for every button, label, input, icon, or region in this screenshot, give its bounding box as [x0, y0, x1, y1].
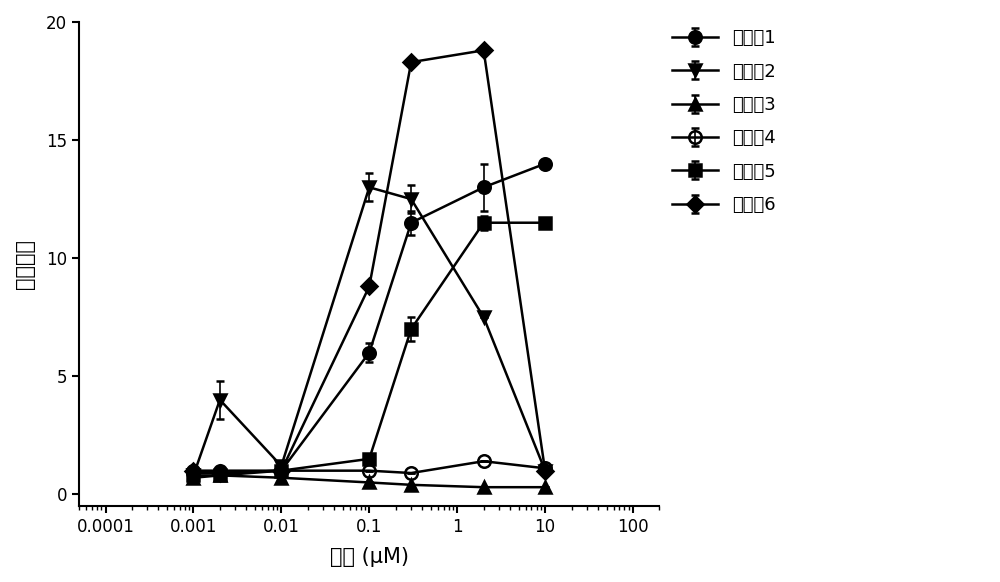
Y-axis label: 倍数变化: 倍数变化: [15, 239, 35, 289]
Legend: 化合照1, 化合照2, 化合照3, 化合照4, 化合照5, 化合照6: 化合照1, 化合照2, 化合照3, 化合照4, 化合照5, 化合照6: [665, 22, 783, 221]
X-axis label: 浓度 (μM): 浓度 (μM): [330, 547, 409, 567]
